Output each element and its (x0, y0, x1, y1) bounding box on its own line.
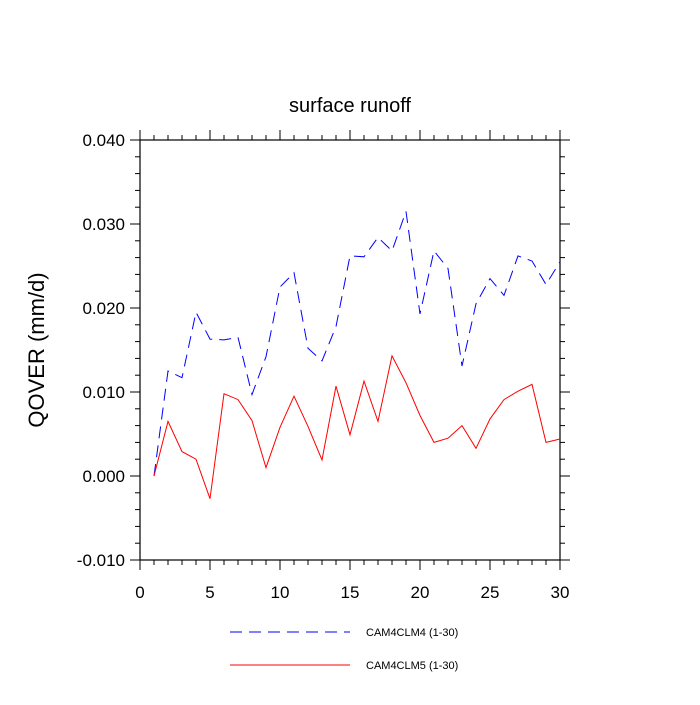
y-axis-label: QOVER (mm/d) (24, 272, 49, 427)
y-tick-label: 0.000 (82, 467, 125, 486)
y-tick-label: 0.010 (82, 383, 125, 402)
legend-label-1: CAM4CLM4 (1-30) (366, 627, 458, 639)
legend-label-2: CAM4CLM5 (1-30) (366, 660, 458, 672)
plot-area: 0 5 10 15 20 25 30 -0.010 0.000 0.010 0.020 0.030 0.… (77, 130, 570, 602)
y-tick-label: 0.030 (82, 215, 125, 234)
x-tick-label: 30 (551, 583, 570, 602)
x-tick-label: 0 (135, 583, 144, 602)
x-tick-label: 25 (481, 583, 500, 602)
series-line-1 (153, 211, 561, 477)
x-tick-label: 20 (411, 583, 430, 602)
y-tick-label: -0.010 (77, 551, 125, 570)
x-tick-label: 15 (341, 583, 360, 602)
y-tick-label: 0.020 (82, 299, 125, 318)
chart-title: surface runoff (289, 95, 411, 117)
plot-frame (139, 139, 561, 561)
legend: CAM4CLM4 (1-30) CAM4CLM5 (1-30) (230, 627, 458, 672)
y-tick-label: 0.040 (82, 131, 125, 150)
x-tick-label: 5 (205, 583, 214, 602)
x-tick-label: 10 (271, 583, 290, 602)
series-line-2 (153, 354, 561, 499)
